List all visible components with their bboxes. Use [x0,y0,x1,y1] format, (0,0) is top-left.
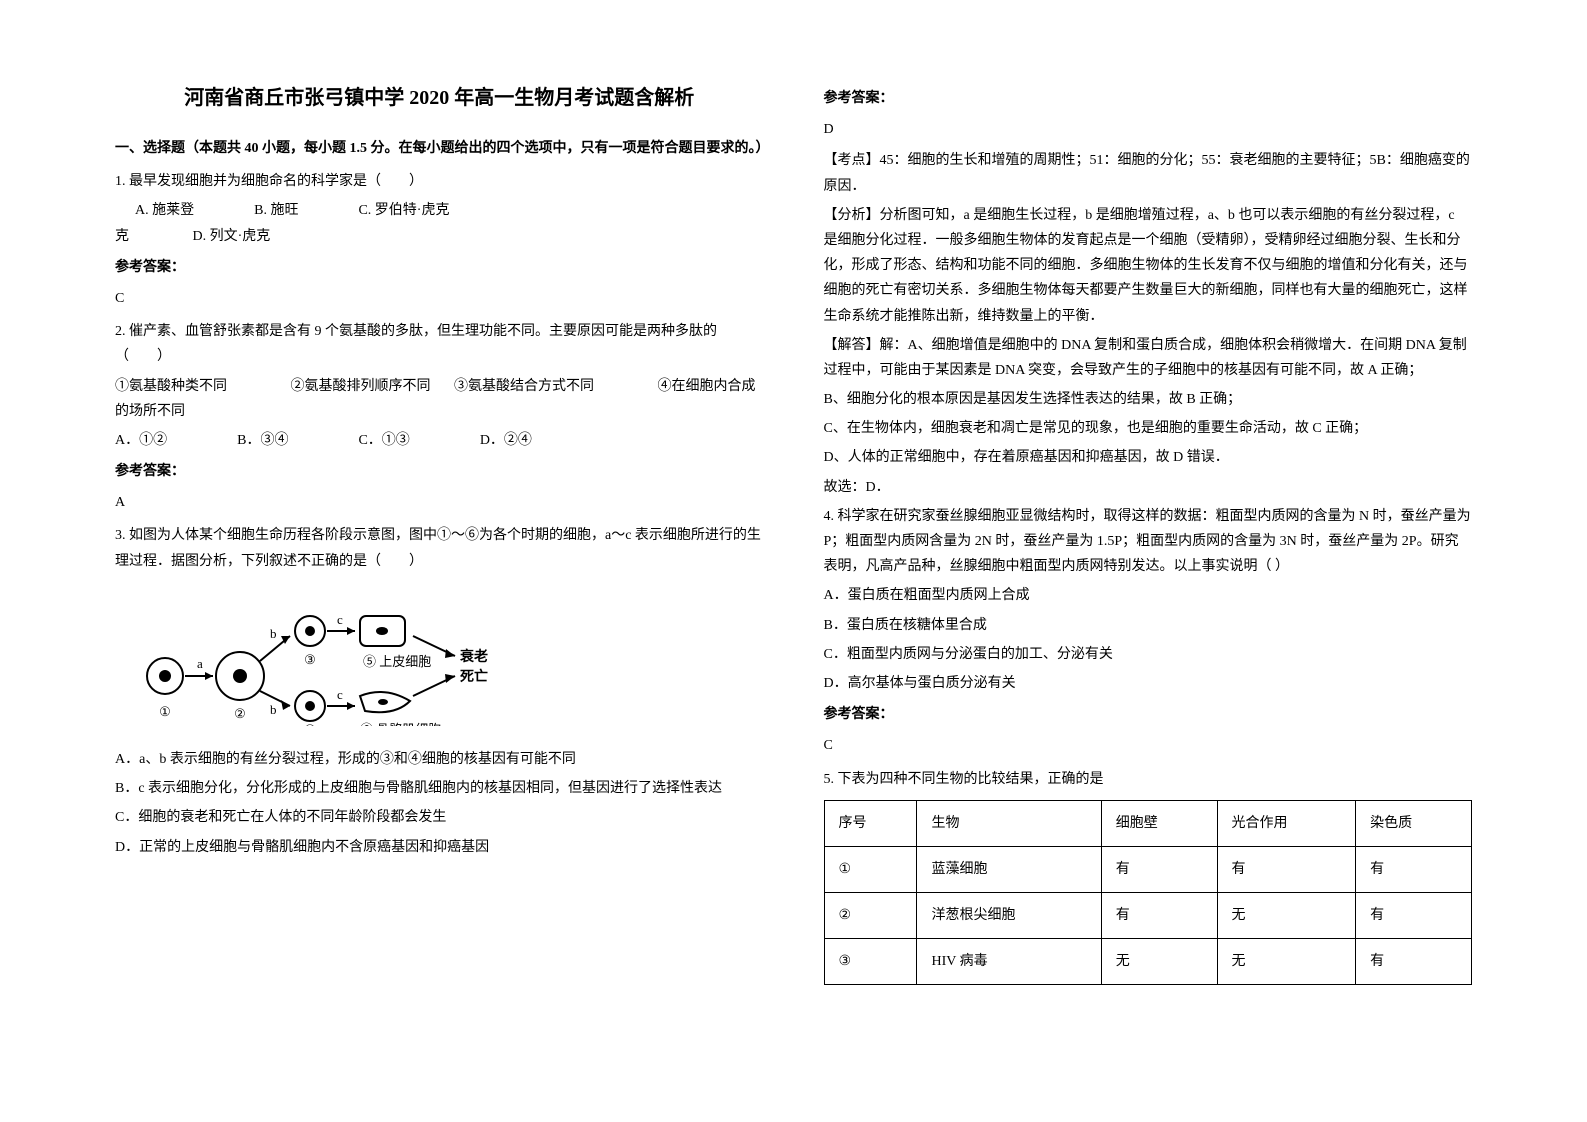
q2-opt-d: D．②④ [480,428,532,453]
td: 有 [1217,846,1356,892]
q2-sub3: ③氨基酸结合方式不同 [454,379,594,394]
q3-opt-b: B．c 表示细胞分化，分化形成的上皮细胞与骨骼肌细胞内的核基因相同，但基因进行了… [115,776,764,801]
q4-answer-label: 参考答案： [824,702,1473,727]
q3-opt-a: A．a、b 表示细胞的有丝分裂过程，形成的③和④细胞的核基因有可能不同 [115,747,764,772]
q1-answer-label: 参考答案： [115,255,764,280]
q4-answer: C [824,733,1473,758]
td: 有 [1356,893,1472,939]
question-2: 2. 催产素、血管舒张素都是含有 9 个氨基酸的多肽，但生理功能不同。主要原因可… [115,319,764,515]
td: 无 [1217,893,1356,939]
q3-answer-label: 参考答案： [824,86,1473,111]
question-3: 3. 如图为人体某个细胞生命历程各阶段示意图，图中①～⑥为各个时期的细胞，a～c… [115,523,764,859]
th-3: 光合作用 [1217,800,1356,846]
td: 洋葱根尖细胞 [917,893,1101,939]
q1-opt-d: D. 列文·虎克 [193,224,271,249]
td: 有 [1356,939,1472,985]
svg-text:⑤ 上皮细胞: ⑤ 上皮细胞 [363,654,431,669]
th-1: 生物 [917,800,1101,846]
q3-text: 3. 如图为人体某个细胞生命历程各阶段示意图，图中①～⑥为各个时期的细胞，a～c… [115,523,764,573]
q4-text: 4. 科学家在研究家蚕丝腺细胞亚显微结构时，取得这样的数据：粗面型内质网的含量为… [824,504,1473,580]
question-1: 1. 最早发现细胞并为细胞命名的科学家是（ ） A. 施莱登 B. 施旺 C. … [115,169,764,311]
q1-text: 1. 最早发现细胞并为细胞命名的科学家是（ ） [115,169,764,194]
q2-opt-a: A．①② [115,428,167,453]
q3-jieda-b: B、细胞分化的根本原因是基因发生选择性表达的结果，故 B 正确； [824,387,1473,412]
q3-answer: D [824,117,1473,142]
q3-kaodian: 【考点】45：细胞的生长和增殖的周期性；51：细胞的分化；55：衰老细胞的主要特… [824,148,1473,198]
q2-answer-label: 参考答案： [115,459,764,484]
q2-sub1: ①氨基酸种类不同 [115,379,227,394]
svg-text:⑥ 骨骼肌细胞: ⑥ 骨骼肌细胞 [360,722,441,726]
q4-opt-d: D．高尔基体与蛋白质分泌有关 [824,671,1473,696]
q2-answer: A [115,490,764,515]
q3-jieda-d: D、人体的正常细胞中，存在着原癌基因和抑癌基因，故 D 错误． [824,445,1473,470]
table-row: ② 洋葱根尖细胞 有 无 有 [824,893,1472,939]
q2-sub2: ②氨基酸排列顺序不同 [291,379,431,394]
question-5: 5. 下表为四种不同生物的比较结果，正确的是 序号 生物 细胞壁 光合作用 染色… [824,767,1473,986]
question-4: 4. 科学家在研究家蚕丝腺细胞亚显微结构时，取得这样的数据：粗面型内质网的含量为… [824,504,1473,759]
section-1-header: 一、选择题（本题共 40 小题，每小题 1.5 分。在每小题给出的四个选项中，只… [115,136,764,161]
q2-text: 2. 催产素、血管舒张素都是含有 9 个氨基酸的多肽，但生理功能不同。主要原因可… [115,319,764,369]
td: ① [824,846,917,892]
q2-opt-b: B．③④ [237,428,288,453]
svg-text:b: b [270,626,277,641]
td: 无 [1101,939,1217,985]
q1-answer: C [115,286,764,311]
table-row: ③ HIV 病毒 无 无 有 [824,939,1472,985]
q3-diagram: ① a ② b b ③ ④ c [135,586,764,735]
svg-text:衰老: 衰老 [459,648,488,665]
q1-opt-a: A. 施莱登 [135,198,194,223]
th-0: 序号 [824,800,917,846]
q3-opt-c: C．细胞的衰老和死亡在人体的不同年龄阶段都会发生 [115,805,764,830]
svg-text:④: ④ [304,722,316,726]
q2-subs: ①氨基酸种类不同 ②氨基酸排列顺序不同 ③氨基酸结合方式不同 ④在细胞内合成的场… [115,374,764,424]
td: ③ [824,939,917,985]
q3-opt-d: D．正常的上皮细胞与骨骼肌细胞内不含原癌基因和抑癌基因 [115,835,764,860]
td: 有 [1101,846,1217,892]
q1-opt-b: B. 施旺 [254,198,298,223]
q3-jieda: 【解答】解：A、细胞增值是细胞中的 DNA 复制和蛋白质合成，细胞体积会稍微增大… [824,333,1473,383]
q5-table: 序号 生物 细胞壁 光合作用 染色质 ① 蓝藻细胞 有 有 有 ② 洋葱根尖细胞… [824,800,1473,986]
q4-opt-b: B．蛋白质在核糖体里合成 [824,613,1473,638]
td: 无 [1217,939,1356,985]
svg-text:c: c [337,687,343,702]
q5-text: 5. 下表为四种不同生物的比较结果，正确的是 [824,767,1473,792]
svg-text:c: c [337,612,343,627]
q1-opt-d-line: 克 D. 列文·虎克 [115,224,764,249]
q3-jieda-c: C、在生物体内，细胞衰老和凋亡是常见的现象，也是细胞的重要生命活动，故 C 正确… [824,416,1473,441]
td: ② [824,893,917,939]
q3-fenxi: 【分析】分析图可知，a 是细胞生长过程，b 是细胞增殖过程，a、b 也可以表示细… [824,203,1473,329]
q4-opt-c: C．粗面型内质网与分泌蛋白的加工、分泌有关 [824,642,1473,667]
td: 蓝藻细胞 [917,846,1101,892]
q2-opt-c: C．①③ [358,428,409,453]
td: 有 [1101,893,1217,939]
svg-text:②: ② [234,706,246,721]
svg-text:a: a [197,656,203,671]
th-2: 细胞壁 [1101,800,1217,846]
q1-options: A. 施莱登 B. 施旺 C. 罗伯特·虎克 [115,198,764,223]
page-title: 河南省商丘市张弓镇中学 2020 年高一生物月考试题含解析 [115,80,764,116]
td: HIV 病毒 [917,939,1101,985]
table-row: ① 蓝藻细胞 有 有 有 [824,846,1472,892]
svg-text:死亡: 死亡 [459,668,488,685]
td: 有 [1356,846,1472,892]
q4-opt-a: A．蛋白质在粗面型内质网上合成 [824,583,1473,608]
q3-guxuan: 故选：D． [824,475,1473,500]
q2-options: A．①② B．③④ C．①③ D．②④ [115,428,764,453]
svg-text:③: ③ [304,652,316,667]
q1-opt-c: C. 罗伯特·虎克 [358,198,449,223]
svg-text:①: ① [159,704,171,719]
th-4: 染色质 [1356,800,1472,846]
table-header-row: 序号 生物 细胞壁 光合作用 染色质 [824,800,1472,846]
svg-text:b: b [270,702,277,717]
